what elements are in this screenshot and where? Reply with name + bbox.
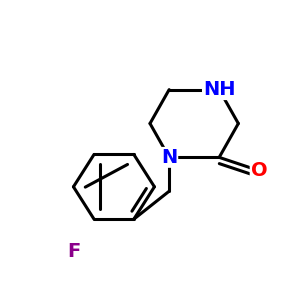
- Text: N: N: [161, 148, 177, 167]
- Text: NH: NH: [203, 80, 236, 99]
- Text: O: O: [250, 161, 267, 180]
- Text: F: F: [67, 242, 80, 261]
